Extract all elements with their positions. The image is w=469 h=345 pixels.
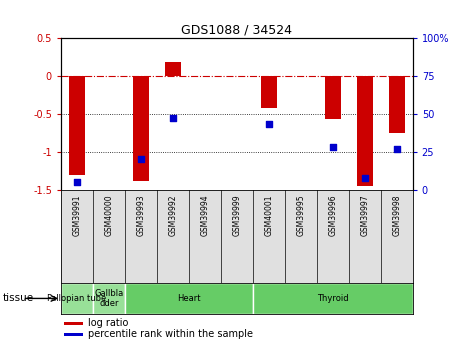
Bar (93, 283, 125, 314)
Bar (64, 333, 83, 336)
Text: GSM39994: GSM39994 (200, 195, 209, 236)
Point (169, 116, 177, 121)
Bar (125, 283, 253, 314)
Title: GDS1088 / 34524: GDS1088 / 34524 (182, 24, 292, 37)
Bar (165, 62, 181, 76)
Text: percentile rank within the sample: percentile rank within the sample (88, 329, 253, 339)
Text: GSM39999: GSM39999 (232, 195, 242, 236)
Bar (261, 76, 277, 108)
Point (137, 157, 144, 162)
Bar (133, 76, 149, 181)
Text: log ratio: log ratio (88, 318, 128, 328)
Bar (389, 76, 405, 133)
Text: GSM39998: GSM39998 (392, 195, 401, 236)
Text: GSM40000: GSM40000 (105, 195, 113, 236)
Text: Fallopian tube: Fallopian tube (47, 294, 106, 303)
Point (361, 175, 369, 180)
Bar (61, 283, 93, 314)
Bar (325, 76, 341, 119)
Text: Heart: Heart (177, 294, 201, 303)
Text: Thyroid: Thyroid (317, 294, 348, 303)
Bar (64, 322, 83, 325)
Bar (69, 76, 85, 175)
Text: Gallbla
dder: Gallbla dder (94, 289, 123, 308)
Text: GSM40001: GSM40001 (265, 195, 273, 236)
Point (73, 179, 81, 185)
Bar (253, 283, 413, 314)
Text: GSM39995: GSM39995 (296, 195, 305, 236)
Text: GSM39992: GSM39992 (168, 195, 177, 236)
Point (265, 122, 272, 127)
Bar (357, 76, 373, 186)
Text: GSM39991: GSM39991 (72, 195, 82, 236)
Text: tissue: tissue (2, 294, 33, 303)
Point (393, 146, 401, 151)
Text: GSM39997: GSM39997 (360, 195, 369, 236)
Text: GSM39996: GSM39996 (328, 195, 337, 236)
Text: GSM39993: GSM39993 (136, 195, 145, 236)
Point (329, 145, 337, 150)
